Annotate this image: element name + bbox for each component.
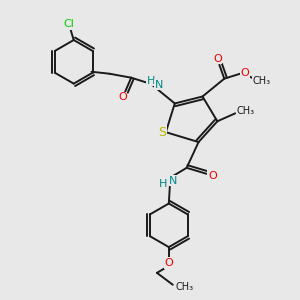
Text: N: N bbox=[155, 80, 163, 90]
Text: O: O bbox=[118, 92, 127, 103]
Text: N: N bbox=[169, 176, 177, 186]
Text: O: O bbox=[213, 54, 222, 64]
Text: CH₃: CH₃ bbox=[176, 282, 194, 292]
Text: CH₃: CH₃ bbox=[253, 76, 271, 85]
Text: CH₃: CH₃ bbox=[236, 106, 254, 116]
Text: Cl: Cl bbox=[63, 19, 74, 29]
Text: H: H bbox=[159, 179, 167, 189]
Text: S: S bbox=[158, 126, 166, 139]
Text: O: O bbox=[208, 171, 217, 181]
Text: H: H bbox=[147, 76, 155, 85]
Text: O: O bbox=[241, 68, 250, 78]
Text: O: O bbox=[164, 258, 173, 268]
